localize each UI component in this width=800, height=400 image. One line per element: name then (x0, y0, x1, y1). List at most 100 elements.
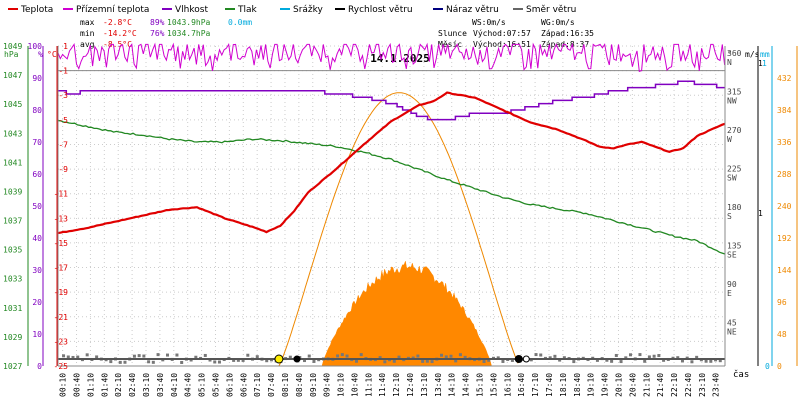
x-tick-19: 09:40 (323, 373, 332, 397)
wind-dir-mark (652, 354, 656, 358)
humidity-tick-7: 30 (32, 266, 42, 275)
wind-dir-mark (232, 358, 236, 362)
legend-label-3: Tlak (237, 5, 258, 15)
x-tick-27: 13:40 (434, 373, 443, 397)
wind-dir-mark (303, 359, 307, 363)
humidity-tick-0: 100 (28, 42, 43, 51)
wind-dir-mark (449, 354, 453, 358)
stat-min-pres: 1034.7hPa (167, 29, 211, 38)
wind-dir-mark (548, 356, 552, 360)
wind-dir-mark (340, 353, 344, 357)
temperature-axis-unit: °C (47, 50, 57, 59)
temperature-tick-13: -25 (54, 362, 69, 371)
legend-label-7: Směr větru (526, 5, 576, 15)
moon-label: Měsíc (438, 40, 462, 49)
wind-dir-mark (217, 360, 221, 364)
solar-tick-9: 0 (777, 362, 782, 371)
wind-dir-mark (444, 355, 448, 359)
pressure-tick-2: 1045 (3, 100, 22, 109)
wind-dir-tick-3: 225 (727, 165, 742, 174)
humidity-tick-8: 20 (32, 298, 42, 307)
x-tick-30: 15:10 (476, 373, 485, 397)
rain-tick-0: 1 (762, 59, 767, 68)
x-tick-20: 10:10 (337, 373, 346, 397)
pressure-line (57, 119, 726, 255)
x-tick-15: 07:40 (267, 373, 276, 397)
chart-areas (278, 92, 519, 367)
wind-dir-mark (463, 355, 467, 359)
x-tick-44: 22:10 (670, 373, 679, 397)
wind-speed-axis-unit: m/s (745, 50, 760, 59)
wind-dir-mark (85, 353, 89, 357)
wind-dir-mark (501, 359, 505, 363)
wind-dir-label-4: S (727, 212, 732, 221)
x-tick-36: 18:10 (559, 373, 568, 397)
temperature-tick-2: -3 (58, 91, 68, 100)
humidity-tick-6: 40 (32, 234, 42, 243)
wind-dir-mark (175, 353, 179, 357)
wind-dir-label-1: NW (727, 97, 737, 106)
x-tick-18: 09:10 (309, 373, 318, 397)
solar-theoretical-line (278, 92, 519, 367)
wind-dir-mark (307, 354, 311, 358)
x-tick-28: 14:10 (448, 373, 457, 397)
x-tick-25: 12:40 (406, 373, 415, 397)
solar-tick-2: 336 (777, 138, 792, 147)
wind-dir-mark (558, 358, 562, 362)
solar-tick-4: 240 (777, 202, 792, 211)
wind-dir-mark (95, 355, 99, 359)
moonrise: Východ:16:51 (473, 40, 531, 49)
x-tick-45: 22:40 (684, 373, 693, 397)
wind-dir-mark (638, 353, 642, 357)
wind-dir-mark (619, 360, 623, 364)
wind-dir-mark (62, 354, 66, 358)
pressure-tick-4: 1041 (3, 158, 22, 167)
x-tick-3: 01:40 (100, 373, 109, 397)
x-tick-24: 12:10 (392, 373, 401, 397)
wind-dir-mark (454, 359, 458, 363)
chart-legend: Teplota Přízemní teplota Vlhkost Tlak Srážky… (8, 5, 576, 15)
temperature-tick-11: -21 (54, 313, 69, 322)
wind-dir-mark (562, 356, 566, 360)
stat-avg-label: avg (80, 40, 95, 49)
x-tick-23: 11:40 (378, 373, 387, 397)
wind-dir-mark (487, 358, 491, 362)
legend-label-2: Vlhkost (175, 5, 208, 15)
wind-dir-mark (189, 358, 193, 362)
temperature-tick-6: -11 (54, 190, 69, 199)
x-tick-31: 15:40 (489, 373, 498, 397)
wind-dir-mark (213, 360, 217, 364)
temperature-tick-3: -5 (58, 116, 68, 125)
chart-series (57, 42, 726, 364)
wind-dir-label-0: N (727, 58, 732, 67)
wind-dir-mark (180, 360, 184, 364)
temperature-tick-4: -7 (58, 140, 68, 149)
x-tick-7: 03:40 (156, 373, 165, 397)
stat-min-hum: 76% (150, 29, 165, 38)
pressure-tick-9: 1031 (3, 304, 22, 313)
wind-dir-mark (458, 353, 462, 357)
solar-tick-7: 96 (777, 298, 787, 307)
solar-tick-1: 384 (777, 106, 792, 115)
wind-dir-mark (425, 359, 429, 363)
x-tick-38: 19:10 (587, 373, 596, 397)
wind-dir-mark (718, 359, 722, 363)
wind-dir-mark (137, 354, 141, 358)
chart-axes: hPa1049104710451043104110391037103510331… (3, 42, 798, 397)
wind-dir-mark (534, 353, 538, 357)
wind-dir-mark (241, 358, 245, 362)
x-tick-32: 16:10 (503, 373, 512, 397)
stat-max-label: max (80, 18, 95, 27)
x-tick-1: 00:40 (73, 373, 82, 397)
wind-dir-mark (142, 354, 146, 358)
solar-tick-8: 48 (777, 330, 787, 339)
x-tick-8: 04:10 (170, 373, 179, 397)
x-tick-40: 20:10 (614, 373, 623, 397)
wind-dir-mark (572, 360, 576, 364)
x-axis-label: čas (733, 369, 749, 380)
wind-dir-mark (255, 355, 259, 359)
stat-min-temp: -14.2°C (103, 29, 137, 38)
wind-dir-label-3: SW (727, 174, 737, 183)
wind-dir-mark (123, 360, 127, 364)
